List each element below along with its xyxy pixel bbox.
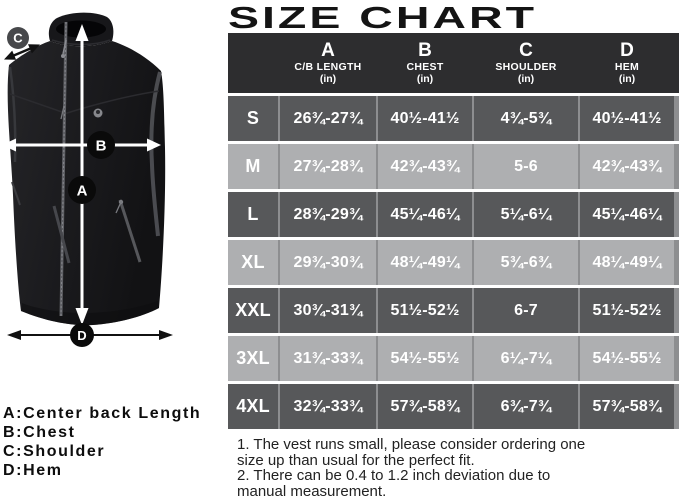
value-shoulder: 4¾-5¾	[474, 96, 578, 141]
note-line: manual measurement.	[237, 482, 387, 500]
table-row-3xl: 3XL 31¾-33¾ 54½-55½ 6¼-7¼ 54½-55½	[228, 336, 679, 381]
measure-arrow-a: A	[68, 24, 96, 325]
label-d: D	[77, 328, 86, 343]
header-size-spacer	[228, 33, 278, 93]
legend-line-a: A:Center back Length	[3, 405, 202, 422]
value-hem: 42¾-43¾	[580, 144, 674, 189]
measure-arrow-c: C	[4, 27, 40, 60]
header-unit: (in)	[416, 73, 434, 85]
size-table: A C/B LENGTH (in) B CHEST (in) C SHOULDE…	[228, 33, 679, 432]
value-hem: 57¾-58¾	[580, 384, 674, 429]
label-c: C	[13, 31, 23, 46]
table-row-xxl: XXL 30¾-31¾ 51½-52½ 6-7 51½-52½	[228, 288, 679, 333]
label-b: B	[96, 138, 107, 155]
value-cb-length: 32¾-33¾	[280, 384, 376, 429]
measure-arrow-d: D	[7, 323, 173, 347]
header-letter: C	[519, 40, 533, 61]
value-hem: 54½-55½	[580, 336, 674, 381]
header-name: C/B LENGTH	[294, 61, 362, 73]
pocket-zippers	[11, 181, 142, 264]
header-col-c: C SHOULDER (in)	[474, 33, 578, 93]
note-line: size up than usual for the perfect fit.	[237, 451, 475, 469]
value-shoulder: 6¾-7¾	[474, 384, 578, 429]
header-col-a: A C/B LENGTH (in)	[280, 33, 376, 93]
size-label: 4XL	[228, 384, 278, 429]
header-col-d: D HEM (in)	[580, 33, 674, 93]
value-chest: 40½-41½	[378, 96, 472, 141]
page-title: SIZE CHART	[228, 0, 537, 35]
table-row-m: M 27¾-28¾ 42¾-43¾ 5-6 42¾-43¾	[228, 144, 679, 189]
size-label: 3XL	[228, 336, 278, 381]
value-shoulder: 5-6	[474, 144, 578, 189]
header-unit: (in)	[618, 73, 636, 85]
value-cb-length: 30¾-31¾	[280, 288, 376, 333]
measure-arrow-b: B	[2, 131, 161, 159]
value-chest: 45¼-46¼	[378, 192, 472, 237]
value-cb-length: 28¾-29¾	[280, 192, 376, 237]
value-hem: 51½-52½	[580, 288, 674, 333]
measurement-legend: A:Center back Length B:Chest C:Shoulder …	[3, 404, 201, 480]
size-label: L	[228, 192, 278, 237]
header-letter: A	[321, 40, 335, 61]
table-row-s: S 26¾-27¾ 40½-41½ 4¾-5¾ 40½-41½	[228, 96, 679, 141]
header-letter: B	[418, 40, 432, 61]
legend-line-d: D:Hem	[3, 462, 63, 479]
vest-body	[7, 12, 166, 326]
table-header-row: A C/B LENGTH (in) B CHEST (in) C SHOULDE…	[228, 33, 679, 93]
header-name: HEM	[614, 61, 640, 73]
chest-logo-icon	[93, 108, 103, 118]
value-shoulder: 5¼-6¼	[474, 192, 578, 237]
right-armhole-trim	[149, 71, 162, 237]
value-chest: 54½-55½	[378, 336, 472, 381]
value-shoulder: 5¾-6¾	[474, 240, 578, 285]
value-cb-length: 27¾-28¾	[280, 144, 376, 189]
value-hem: 40½-41½	[580, 96, 674, 141]
header-col-b: B CHEST (in)	[378, 33, 472, 93]
value-shoulder: 6-7	[474, 288, 578, 333]
vest-diagram-svg: A B C	[2, 12, 173, 347]
note-line: 2. There can be 0.4 to 1.2 inch deviatio…	[237, 467, 551, 484]
header-name: CHEST	[406, 61, 444, 73]
header-letter: D	[620, 40, 634, 61]
value-chest: 57¾-58¾	[378, 384, 472, 429]
value-chest: 48¼-49¼	[378, 240, 472, 285]
note-line: 1. The vest runs small, please consider …	[237, 436, 586, 453]
legend-line-b: B:Chest	[3, 424, 76, 441]
legend-line-c: C:Shoulder	[3, 443, 106, 460]
vest-illustration: A B C	[0, 0, 228, 400]
value-cb-length: 26¾-27¾	[280, 96, 376, 141]
value-cb-length: 31¾-33¾	[280, 336, 376, 381]
size-label: XXL	[228, 288, 278, 333]
header-unit: (in)	[319, 73, 337, 85]
value-chest: 42¾-43¾	[378, 144, 472, 189]
table-row-xl: XL 29¾-30¾ 48¼-49¼ 5¾-6¾ 48¼-49¼	[228, 240, 679, 285]
value-hem: 45¼-46¼	[580, 192, 674, 237]
value-chest: 51½-52½	[378, 288, 472, 333]
center-zipper	[59, 21, 68, 317]
fit-notes: 1. The vest runs small, please consider …	[237, 437, 679, 499]
value-shoulder: 6¼-7¼	[474, 336, 578, 381]
size-label: S	[228, 96, 278, 141]
value-cb-length: 29¾-30¾	[280, 240, 376, 285]
size-label: M	[228, 144, 278, 189]
size-label: XL	[228, 240, 278, 285]
table-row-4xl: 4XL 32¾-33¾ 57¾-58¾ 6¾-7¾ 57¾-58¾	[228, 384, 679, 429]
header-name: SHOULDER	[495, 61, 557, 73]
header-unit: (in)	[517, 73, 535, 85]
value-hem: 48¼-49¼	[580, 240, 674, 285]
table-row-l: L 28¾-29¾ 45¼-46¼ 5¼-6¼ 45¼-46¼	[228, 192, 679, 237]
label-a: A	[77, 183, 88, 200]
